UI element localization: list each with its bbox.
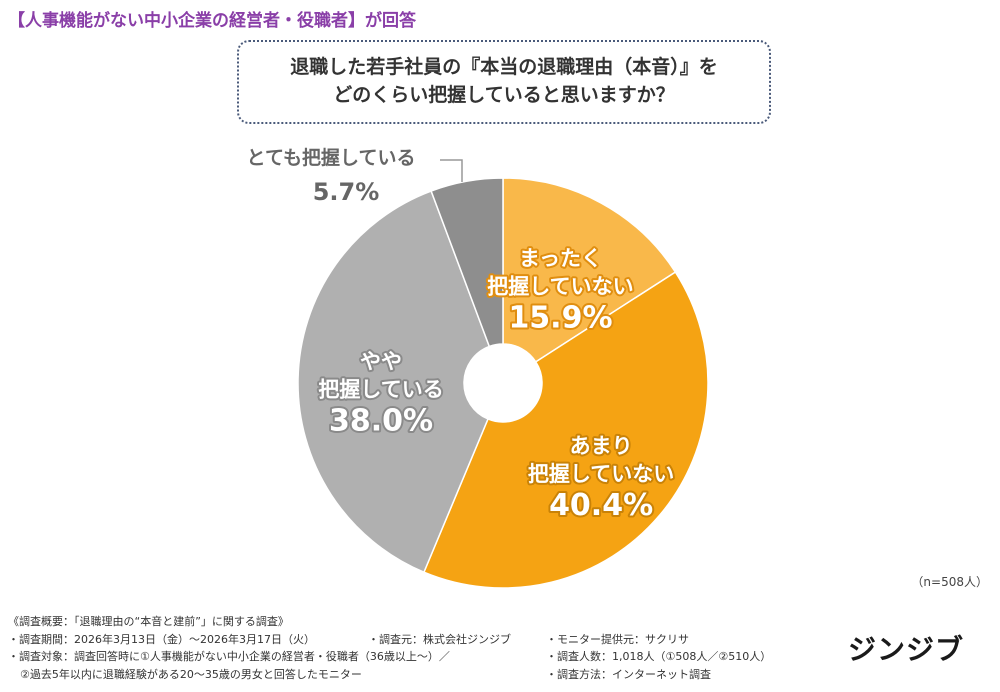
slice-label-0-line-0: まったく xyxy=(519,247,602,271)
slice-value-1: 40.4% xyxy=(549,488,653,523)
leader-line xyxy=(440,159,463,182)
chart-slices xyxy=(297,177,709,589)
pie-slice-2 xyxy=(297,190,491,574)
slice-label-1-line-0: あまり xyxy=(570,434,633,458)
slice-label-2-line-0: やや xyxy=(360,350,402,374)
brand-logo: ジンジブ xyxy=(848,633,965,666)
sample-size: （n=508人） xyxy=(911,575,988,589)
slice-label-1-line-1: 把握していない xyxy=(528,462,674,486)
survey-footnotes: 《調査概要：「退職理由の“本音と建前”」に関する調査》 ・調査期間：2026年3… xyxy=(8,613,771,683)
slice-label-2-line-1: 把握している xyxy=(318,378,443,402)
slice-label-3-line-0: とても把握している xyxy=(247,146,416,169)
footnote-organizer: ・調査元：株式会社ジンジブ xyxy=(368,632,511,646)
slice-label-0-line-1: 把握していない xyxy=(487,275,633,299)
footnote-target-2: ②過去5年以内に退職経験がある20〜35歳の男女と回答したモニター xyxy=(20,667,362,681)
question-line-1: 退職した若手社員の『本当の退職理由（本音）』を xyxy=(290,56,718,79)
slice-value-0: 15.9% xyxy=(508,301,612,336)
footnote-provider: ・モニター提供元：サクリサ xyxy=(546,632,689,646)
slice-value-2: 38.0% xyxy=(329,404,433,439)
page-header: 【人事機能がない中小企業の経営者・役職者】が回答 xyxy=(8,11,416,31)
footnote-count: ・調査人数：1,018人（①508人／②510人） xyxy=(546,650,772,663)
footnote-target-1: ・調査対象：調査回答時に①人事機能がない中小企業の経営者・役職者（36歳以上〜）… xyxy=(8,650,450,663)
footnote-period: ・調査期間：2026年3月13日（金）〜2026年3月17日（火） xyxy=(8,632,315,646)
slice-value-3: 5.7% xyxy=(313,178,380,206)
pie-slice-3 xyxy=(430,177,504,348)
footnote-method: ・調査方法：インターネット調査 xyxy=(546,667,711,681)
question-line-2: どのくらい把握していると思いますか？ xyxy=(333,84,675,106)
question-box: 退職した若手社員の『本当の退職理由（本音）』を どのくらい把握していると思います… xyxy=(237,40,771,124)
pie-slice-1 xyxy=(422,271,709,589)
chart-labels: まったく把握していない15.9%あまり把握していない40.4%やや把握している3… xyxy=(247,146,677,525)
question-text: 退職した若手社員の『本当の退職理由（本音）』を どのくらい把握していると思います… xyxy=(290,54,718,109)
footnote-title: 《調査概要：「退職理由の“本音と建前”」に関する調査》 xyxy=(8,615,289,628)
pie-slice-0 xyxy=(502,177,677,363)
